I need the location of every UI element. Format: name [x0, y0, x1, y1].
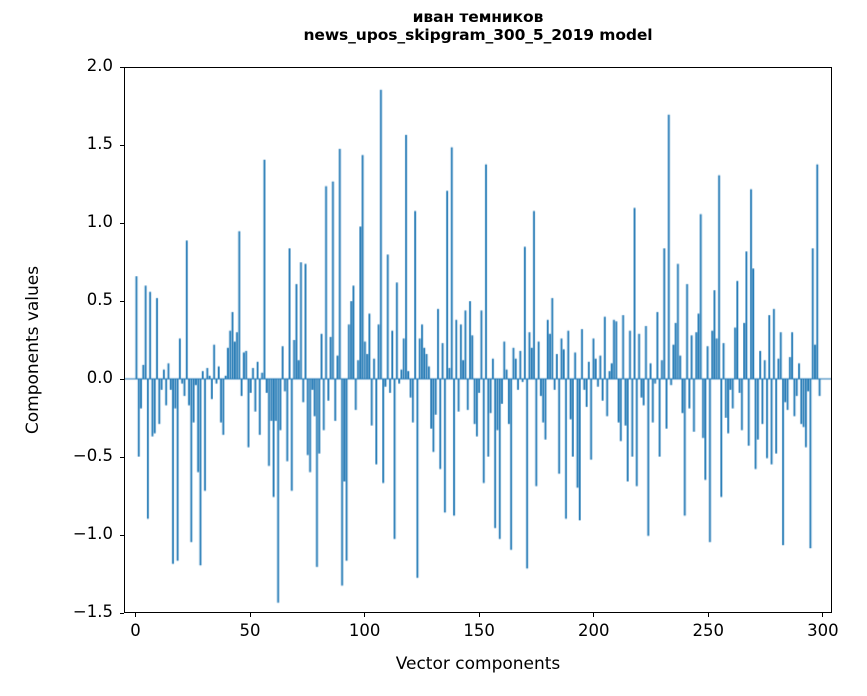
chart-title-line-2: news_upos_skipgram_300_5_2019 model — [303, 26, 653, 45]
x-tick-mark — [707, 613, 709, 617]
x-tick-label: 200 — [577, 621, 610, 640]
y-tick-label: −0.5 — [72, 446, 113, 465]
y-tick-mark — [120, 612, 124, 614]
y-tick-label: 0.0 — [86, 368, 113, 387]
plot-axes — [124, 67, 832, 613]
x-tick-mark — [249, 613, 251, 617]
x-tick-mark — [593, 613, 595, 617]
y-tick-mark — [120, 66, 124, 68]
y-tick-label: −1.0 — [72, 524, 113, 543]
x-tick-label: 50 — [239, 621, 261, 640]
bar-series-canvas — [125, 68, 831, 612]
y-tick-label: 2.0 — [86, 56, 113, 75]
chart-title-line-1: иван темников — [412, 8, 544, 26]
y-tick-label: 1.5 — [86, 134, 113, 153]
y-tick-mark — [120, 222, 124, 224]
x-tick-mark — [822, 613, 824, 617]
x-tick-label: 300 — [807, 621, 839, 640]
y-tick-label: 0.5 — [86, 290, 113, 309]
chart-title: иван темников news_upos_skipgram_300_5_2… — [124, 8, 832, 45]
x-tick-mark — [364, 613, 366, 617]
y-tick-mark — [120, 456, 124, 458]
y-tick-mark — [120, 378, 124, 380]
y-axis-tick-labels: −1.5 −1.0 −0.5 0.0 0.5 1.0 1.5 2.0 — [0, 0, 113, 696]
y-tick-mark — [120, 144, 124, 146]
y-axis-label: Components values — [23, 265, 43, 435]
x-tick-label: 0 — [130, 621, 141, 640]
y-tick-mark — [120, 534, 124, 536]
x-tick-mark — [134, 613, 137, 617]
x-tick-label: 250 — [692, 621, 725, 640]
x-tick-mark — [478, 613, 480, 617]
x-tick-label: 150 — [463, 621, 495, 640]
x-tick-label: 100 — [348, 621, 381, 640]
y-tick-label: 1.0 — [86, 212, 113, 231]
y-tick-mark — [120, 300, 124, 302]
y-tick-label: −1.5 — [72, 602, 113, 621]
x-axis-label: Vector components — [395, 654, 561, 674]
